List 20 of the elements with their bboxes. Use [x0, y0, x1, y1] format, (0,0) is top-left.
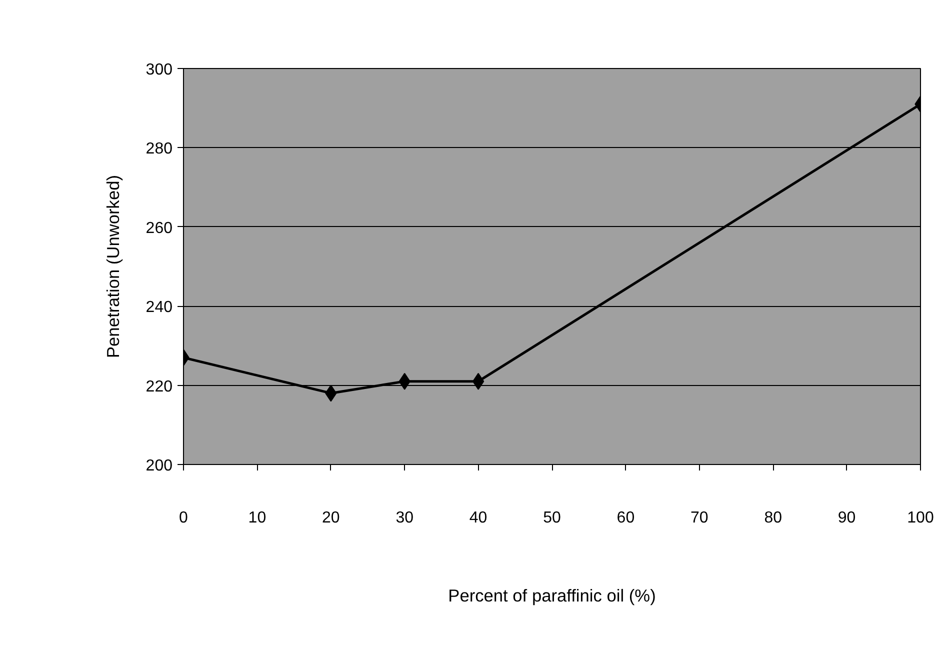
x-tick-label: 70 [690, 510, 708, 526]
point [472, 372, 484, 390]
x-tick-label: 40 [469, 510, 488, 526]
y-tick-label: 200 [146, 458, 173, 474]
y-tick-label: 260 [146, 220, 173, 237]
y-tick-label: 300 [146, 62, 173, 78]
x-tick-label: 50 [543, 510, 561, 526]
x-tick-label: 80 [764, 510, 782, 526]
x-tick-label: 60 [616, 510, 635, 526]
x-tick-label: 30 [396, 510, 414, 526]
x-tick-label: 90 [838, 510, 856, 526]
x-tick-label: 10 [248, 510, 266, 526]
y-tick-label: 240 [146, 299, 173, 316]
x-tick-label: 0 [179, 510, 188, 526]
y-tick-label: 220 [146, 378, 173, 396]
y-tick-label: 280 [146, 140, 173, 158]
x-tick-label: 20 [322, 510, 340, 526]
y-axis-title: Penetration (Unworked) [102, 174, 123, 358]
x-axis-title: Percent of paraffinic oil (%) [448, 586, 656, 606]
x-tick-label: 100 [907, 510, 934, 526]
